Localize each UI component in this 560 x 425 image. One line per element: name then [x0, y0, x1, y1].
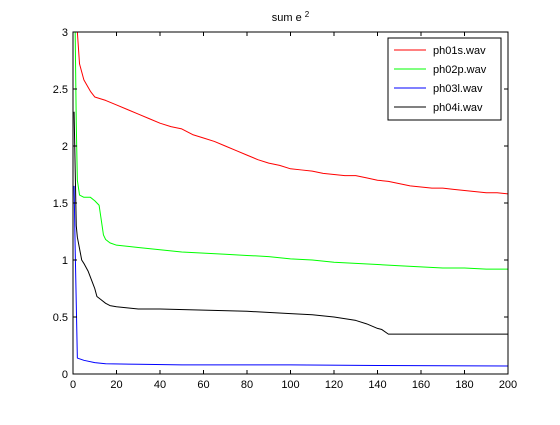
series-line-ph03l-wav — [73, 185, 508, 367]
y-tick-label: 3 — [62, 27, 68, 39]
x-tick-label: 100 — [281, 379, 299, 391]
axes: 0 20 40 60 80 100 120 140 160 180 200 0 0.5 1 1.5 2 2.5 3 — [53, 27, 517, 391]
chart-title-superscript: 2 — [305, 10, 310, 19]
x-tick-label: 0 — [70, 379, 76, 391]
x-tick-label: 200 — [499, 379, 517, 391]
x-tick-label: 120 — [325, 379, 343, 391]
chart-title-text: sum e — [272, 12, 302, 24]
legend-label: ph01s.wav — [433, 45, 486, 57]
legend-label: ph02p.wav — [433, 64, 487, 76]
y-tick-label: 0 — [62, 369, 68, 381]
x-tick-label: 140 — [368, 379, 386, 391]
x-tick-label: 180 — [455, 379, 473, 391]
x-tick-label: 20 — [110, 379, 122, 391]
x-tick-label: 80 — [241, 379, 253, 391]
x-tick-label: 60 — [197, 379, 209, 391]
legend-label: ph03l.wav — [433, 83, 483, 95]
series-line-ph02p-wav — [74, 32, 508, 270]
legend: ph01s.wav ph02p.wav ph03l.wav ph04i.wav — [387, 37, 502, 121]
y-tick-label: 1.5 — [53, 198, 68, 210]
x-tick-label: 40 — [154, 379, 166, 391]
series-line-ph04i-wav — [73, 111, 508, 335]
legend-label: ph04i.wav — [433, 102, 483, 114]
series-line-ph01s-wav — [76, 32, 508, 195]
chart-title: sum e 2 — [272, 10, 310, 25]
y-tick-label: 0.5 — [53, 312, 68, 324]
x-tick-label: 160 — [412, 379, 430, 391]
y-tick-label: 2 — [62, 141, 68, 153]
y-tick-label: 2.5 — [53, 84, 68, 96]
legend-box — [387, 37, 502, 121]
series-lines — [73, 32, 508, 367]
y-tick-label: 1 — [62, 255, 68, 267]
